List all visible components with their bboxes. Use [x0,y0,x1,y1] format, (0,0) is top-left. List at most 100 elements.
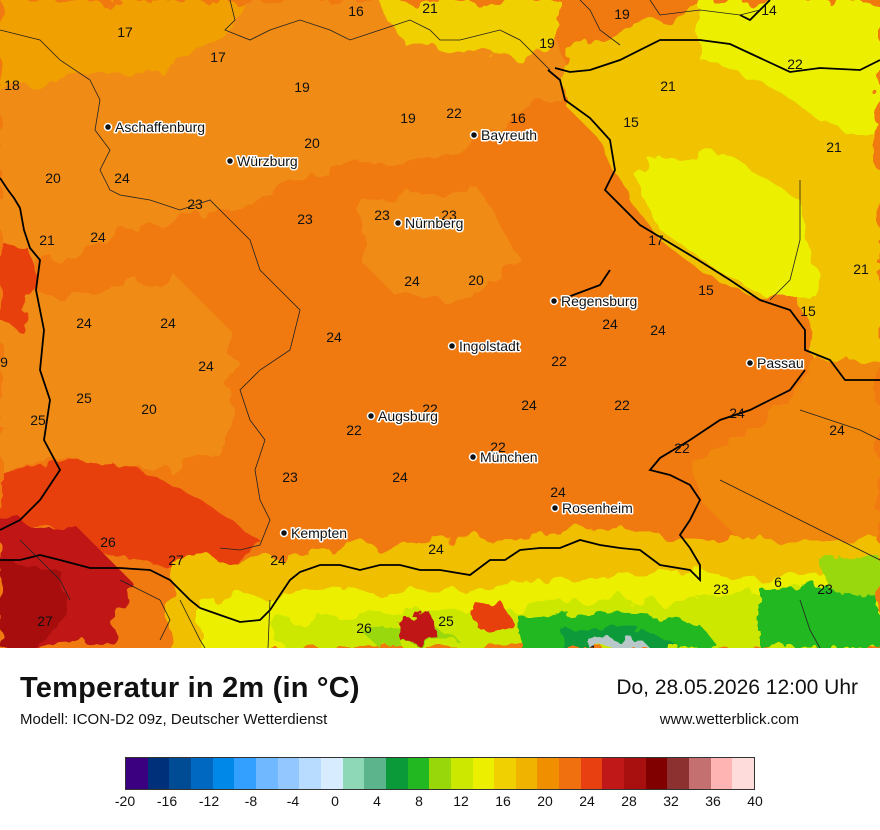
city-label: Regensburg [561,293,637,309]
temperature-value: 9 [0,354,8,370]
temperature-value: 22 [346,422,362,438]
temperature-value: 22 [614,397,630,413]
city-dot [393,218,403,228]
scale-color-16 [472,758,495,789]
scale-color-26 [689,758,711,789]
temperature-value: 24 [326,329,342,345]
scale-color-28 [732,758,755,789]
temperature-map: 16 21 19 14 17 17 19 19 18 22 16 21 22 19 15 20 21 20 24 23… [0,0,880,648]
temperature-value: 24 [404,273,420,289]
temperature-value: 18 [4,77,20,93]
scale-color-4 [212,758,235,789]
city-dot [447,341,457,351]
scale-color-15 [450,758,473,789]
city-dot [745,358,755,368]
scale-color-14 [429,758,451,789]
city-dot [279,528,289,538]
temperature-value: 22 [787,56,803,72]
scale-tick-label: 28 [621,793,637,809]
temperature-value: 21 [826,139,842,155]
temperature-value: 6 [774,574,782,590]
temperature-value: 24 [729,405,745,421]
state-borders [0,0,880,648]
temperature-value: 21 [422,0,438,16]
scale-color-0 [126,758,148,789]
scale-color-27 [710,758,733,789]
scale-tick-label: -16 [156,793,178,809]
color-scale-ticks: -20 -16 -12 -8 -4 0 4 8 12 16 20 24 28 32 36 40 [115,793,763,813]
temperature-value: 22 [674,440,690,456]
city-dot [103,122,113,132]
scale-color-12 [385,758,408,789]
temperature-value: 24 [270,552,286,568]
scale-color-23 [624,758,646,789]
temperature-value: 24 [829,422,845,438]
temperature-value: 16 [348,3,364,19]
city-label: Bayreuth [481,127,537,143]
scale-color-22 [602,758,625,789]
temperature-value: 22 [422,401,438,417]
temperature-value: 25 [76,390,92,406]
scale-color-18 [515,758,538,789]
city-dot [468,452,478,462]
temperature-value: 23 [374,207,390,223]
temperature-value: 23 [297,211,313,227]
borders [0,0,880,623]
city-label: Aschaffenburg [115,119,205,135]
scale-tick-label: 32 [663,793,679,809]
scale-tick-label: -20 [114,793,136,809]
scale-color-3 [190,758,213,789]
temperature-value: 20 [304,135,320,151]
temperature-value: 15 [623,114,639,130]
temperature-value: 24 [198,358,214,374]
scale-tick-label: -4 [286,793,300,809]
temperature-value: 21 [39,232,55,248]
temperature-value: 23 [187,196,203,212]
temperature-value: 20 [45,170,61,186]
temperature-value: 19 [614,6,630,22]
temperature-value: 22 [446,105,462,121]
temperature-value: 20 [468,272,484,288]
scale-color-5 [234,758,256,789]
scale-color-17 [494,758,516,789]
forecast-datetime: Do, 28.05.2026 12:00 Uhr [616,676,858,699]
scale-tick-label: 12 [453,793,469,809]
temperature-value: 23 [817,581,833,597]
temperature-value: 21 [660,78,676,94]
scale-tick-label: 24 [579,793,595,809]
temperature-value: 24 [160,315,176,331]
temperature-value: 20 [141,401,157,417]
city-dot [469,130,479,140]
city-label: Kempten [291,525,347,541]
scale-color-2 [169,758,191,789]
temperature-value: 23 [282,469,298,485]
city-label: Nürnberg [405,215,463,231]
temperature-value: 25 [30,412,46,428]
scale-tick-label: 16 [495,793,511,809]
scale-color-21 [580,758,603,789]
temperature-value: 26 [100,534,116,550]
website-link[interactable]: www.wetterblick.com [659,711,799,728]
map-footer: Temperatur in 2m (in °C) Modell: ICON-D2… [0,648,880,830]
temperature-value: 24 [90,229,106,245]
scale-tick-label: 4 [373,793,381,809]
temperature-value: 26 [356,620,372,636]
scale-tick-label: -8 [244,793,258,809]
scale-tick-label: 8 [415,793,423,809]
city-markers: Aschaffenburg Würzburg Bayreuth Nürnberg Reg… [103,118,805,543]
scale-color-9 [320,758,343,789]
temperature-value: 19 [539,35,555,51]
scale-tick-label: 40 [747,793,763,809]
scale-color-24 [645,758,668,789]
temperature-value: 24 [392,469,408,485]
temperature-value: 17 [210,49,226,65]
temperature-value: 16 [510,110,526,126]
city-dot [549,296,559,306]
scale-color-13 [407,758,430,789]
model-source: Modell: ICON-D2 09z, Deutscher Wetterdie… [20,711,328,728]
city-label: Augsburg [378,408,438,424]
temperature-fields [0,0,880,648]
city-dot [225,156,235,166]
scale-color-11 [364,758,386,789]
scale-color-19 [537,758,560,789]
